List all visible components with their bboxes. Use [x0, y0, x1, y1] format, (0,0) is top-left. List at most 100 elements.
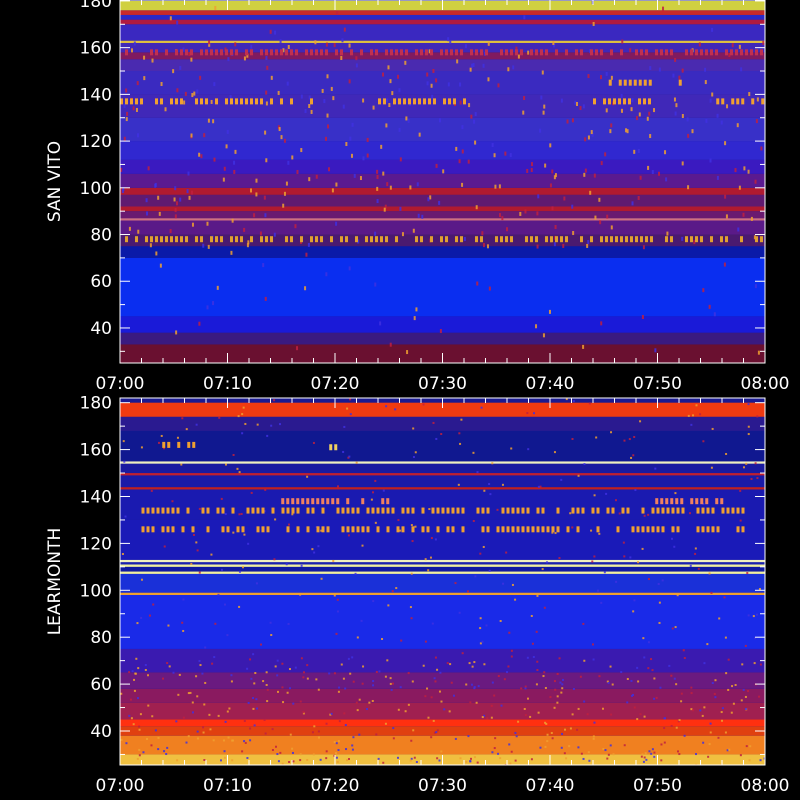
- speckle: [566, 119, 569, 124]
- speckle: [579, 675, 582, 678]
- speckle: [442, 169, 445, 174]
- burst-mark: [711, 526, 715, 533]
- speckle: [391, 91, 394, 96]
- speckle: [274, 665, 277, 668]
- speckle: [588, 759, 591, 762]
- speckle: [598, 197, 601, 202]
- speckle: [372, 600, 375, 603]
- speckle: [681, 161, 684, 166]
- speckle: [426, 72, 429, 77]
- speckle: [435, 731, 438, 734]
- speckle: [343, 712, 346, 715]
- burst-mark: [286, 498, 290, 505]
- burst-mark: [521, 526, 525, 533]
- speckle: [519, 211, 522, 216]
- burst-mark: [651, 526, 655, 533]
- speckle: [536, 660, 539, 663]
- burst-mark: [551, 526, 555, 533]
- speckle: [137, 229, 140, 234]
- speckle: [390, 688, 393, 691]
- speckle: [631, 201, 634, 206]
- speckle: [720, 711, 723, 714]
- burst-mark: [646, 526, 650, 533]
- speckle: [288, 760, 291, 763]
- speckle: [213, 82, 216, 87]
- speckle: [206, 305, 209, 310]
- speckle: [352, 680, 355, 683]
- burst-mark: [453, 98, 456, 105]
- speckle: [643, 715, 646, 718]
- burst-mark: [260, 98, 263, 105]
- speckle: [333, 43, 336, 48]
- speckle: [182, 598, 185, 601]
- burst-mark: [740, 49, 743, 56]
- speckle: [195, 423, 198, 426]
- speckle: [455, 146, 458, 151]
- speckle: [424, 695, 427, 698]
- speckle: [483, 714, 486, 717]
- speckle: [302, 711, 305, 714]
- speckle: [748, 759, 751, 762]
- speckle: [123, 460, 126, 463]
- speckle: [436, 668, 439, 671]
- speckle: [238, 605, 241, 608]
- speckle: [439, 671, 442, 674]
- speckle: [524, 209, 527, 214]
- speckle: [651, 748, 654, 751]
- speckle: [196, 695, 199, 698]
- burst-mark: [470, 49, 473, 56]
- speckle: [350, 153, 353, 158]
- burst-mark: [530, 236, 533, 243]
- speckle: [276, 753, 279, 756]
- burst-mark: [286, 507, 290, 514]
- speckle: [323, 99, 326, 104]
- speckle: [632, 610, 635, 613]
- speckle: [449, 663, 452, 666]
- speckle: [226, 634, 229, 637]
- burst-mark: [360, 49, 363, 56]
- speckle: [342, 104, 345, 109]
- speckle: [421, 214, 424, 219]
- burst-mark: [265, 49, 268, 56]
- speckle: [255, 178, 258, 183]
- speckle: [610, 713, 613, 716]
- speckle: [739, 519, 742, 522]
- speckle: [620, 671, 623, 674]
- speckle: [321, 88, 324, 93]
- speckle: [381, 638, 384, 641]
- speckle: [244, 741, 247, 744]
- speckle: [588, 402, 591, 405]
- burst-mark: [448, 98, 451, 105]
- speckle: [537, 194, 540, 199]
- speckle: [172, 69, 175, 74]
- speckle: [292, 702, 295, 705]
- speckle: [654, 467, 657, 470]
- speckle: [643, 756, 646, 759]
- speckle: [431, 94, 434, 99]
- speckle: [596, 589, 599, 592]
- speckle: [697, 567, 700, 570]
- speckle: [243, 719, 246, 722]
- speckle: [149, 243, 152, 248]
- speckle: [378, 670, 381, 673]
- speckle: [479, 552, 482, 555]
- speckle: [530, 162, 533, 167]
- burst-mark: [436, 507, 440, 514]
- speckle: [554, 225, 557, 230]
- speckle: [753, 235, 756, 240]
- speckle: [285, 563, 288, 566]
- speckle: [510, 447, 513, 450]
- burst-mark: [125, 236, 128, 243]
- x-tick-label: 07:00: [96, 374, 145, 394]
- speckle: [509, 762, 512, 765]
- speckle: [345, 748, 348, 751]
- speckle: [633, 599, 636, 602]
- speckle: [633, 435, 636, 438]
- frequency-band: [120, 489, 765, 520]
- speckle: [605, 108, 608, 113]
- speckle: [348, 266, 351, 271]
- speckle: [447, 37, 450, 42]
- burst-mark: [655, 498, 659, 505]
- speckle: [302, 676, 305, 679]
- speckle: [414, 525, 417, 528]
